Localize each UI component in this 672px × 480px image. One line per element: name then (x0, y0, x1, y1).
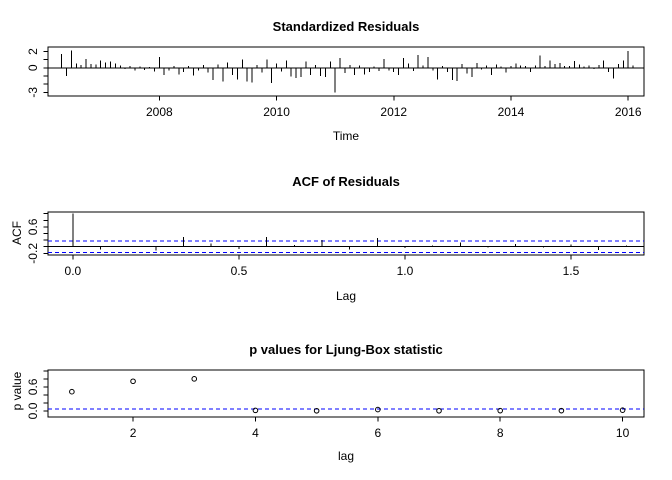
svg-text:-3: -3 (26, 87, 40, 98)
svg-text:2008: 2008 (146, 105, 173, 119)
svg-text:2: 2 (26, 48, 40, 55)
residuals-panel-title: Standardized Residuals (272, 19, 420, 34)
svg-text:6: 6 (374, 426, 381, 440)
lag-axis-label: Lag (335, 289, 357, 303)
pvalue-y-axis-label: p value (10, 371, 24, 411)
svg-text:1.5: 1.5 (563, 264, 580, 278)
acf-y-axis-label: ACF (10, 221, 24, 245)
lag-axis-label-bottom: lag (337, 449, 354, 463)
svg-text:0: 0 (26, 64, 40, 71)
svg-text:0.6: 0.6 (26, 378, 40, 395)
svg-text:2012: 2012 (380, 105, 407, 119)
svg-text:-0.2: -0.2 (26, 243, 40, 264)
svg-text:0.5: 0.5 (231, 264, 248, 278)
svg-text:2016: 2016 (615, 105, 642, 119)
acf-panel-title: ACF of Residuals (292, 174, 400, 189)
time-axis-label: Time (332, 129, 360, 143)
svg-text:2010: 2010 (263, 105, 290, 119)
svg-text:1.0: 1.0 (397, 264, 414, 278)
svg-text:10: 10 (616, 426, 630, 440)
svg-text:0.6: 0.6 (26, 218, 40, 235)
svg-text:4: 4 (252, 426, 259, 440)
svg-text:0.0: 0.0 (26, 402, 40, 419)
svg-text:2014: 2014 (498, 105, 525, 119)
svg-text:2: 2 (130, 426, 137, 440)
pvalues-panel-title: p values for Ljung-Box statistic (249, 342, 443, 357)
svg-text:0.0: 0.0 (65, 264, 82, 278)
svg-text:8: 8 (497, 426, 504, 440)
